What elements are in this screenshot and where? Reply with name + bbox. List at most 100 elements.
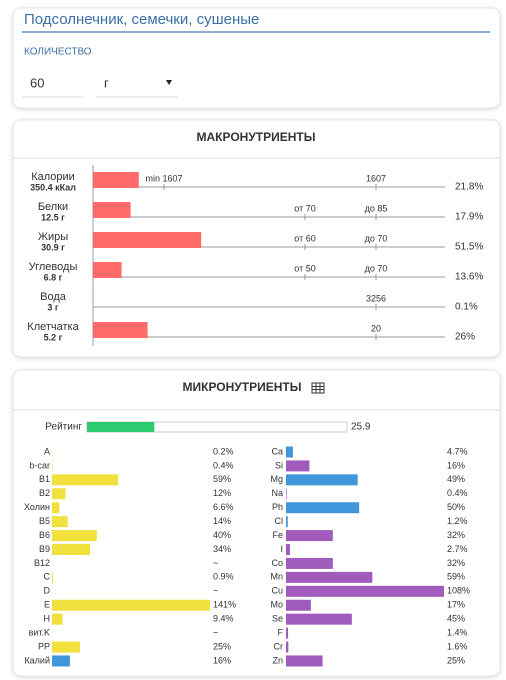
micro-name: Холин [24, 502, 50, 512]
micro-bar [286, 530, 333, 542]
quantity-input[interactable]: 60 [30, 75, 44, 90]
select-arrow [166, 80, 172, 85]
micro-bar [286, 474, 358, 486]
low-marker: от 50 [294, 263, 315, 273]
search-card [12, 7, 501, 109]
macro-bar [93, 202, 131, 218]
micro-name: Mo [270, 600, 283, 610]
macro-bar [93, 232, 202, 248]
micro-bar [286, 599, 311, 611]
high-marker: до 70 [365, 263, 388, 273]
micro-bar [286, 641, 289, 653]
macros-card [12, 119, 501, 358]
micro-bar [286, 655, 323, 667]
high-marker: до 70 [365, 233, 388, 243]
micro-percent: 0.4% [447, 488, 468, 498]
micro-percent: 25% [213, 641, 231, 651]
micro-name: B5 [39, 516, 50, 526]
micro-bar [286, 502, 360, 514]
micro-name: A [44, 446, 50, 456]
quantity-label: КОЛИЧЕСТВО [24, 47, 92, 58]
rating-bar [87, 422, 155, 432]
micro-bar [52, 571, 54, 583]
macro-bar [93, 322, 148, 338]
macro-name: Клетчатка [27, 321, 79, 333]
micro-percent: 1.6% [447, 641, 468, 651]
macro-amount: 30.9 г [41, 242, 65, 252]
micro-percent: 108% [447, 586, 470, 596]
micro-bar [286, 627, 289, 639]
low-marker: от 70 [294, 203, 315, 213]
micro-percent: 4.7% [447, 446, 468, 456]
search-input[interactable]: Подсолнечник, семечки, сушеные [24, 11, 259, 28]
micro-percent: 2.7% [447, 544, 468, 554]
micro-name: PP [38, 641, 50, 651]
macro-percent: 26% [455, 332, 475, 343]
macro-bar [93, 262, 122, 278]
micro-percent: 1.2% [447, 516, 468, 526]
micro-name: b-car [29, 460, 50, 470]
table-icon[interactable] [311, 382, 325, 394]
micro-bar [52, 641, 81, 653]
high-marker: 20 [371, 323, 381, 333]
micro-bar [52, 599, 210, 611]
micro-percent: 32% [447, 558, 465, 568]
macro-bar [93, 172, 139, 188]
micro-name: Mg [270, 474, 283, 484]
micro-percent: 59% [213, 474, 231, 484]
micro-percent: ~ [213, 627, 218, 637]
micro-name: Ph [272, 502, 283, 512]
micro-percent: 59% [447, 572, 465, 582]
micro-name: I [280, 544, 283, 554]
micro-bar [52, 516, 68, 528]
high-marker: 1607 [366, 173, 386, 183]
macro-amount: 12.5 г [41, 212, 65, 222]
macro-amount: 350.4 кКал [30, 182, 76, 192]
high-marker: до 85 [365, 203, 388, 213]
micro-bar [286, 613, 352, 625]
micro-percent: 14% [213, 516, 231, 526]
macro-percent: 0.1% [455, 302, 478, 313]
micro-percent: 1.4% [447, 627, 468, 637]
micro-name: B1 [39, 474, 50, 484]
micro-percent: 6.6% [213, 502, 234, 512]
macro-amount: 3 г [47, 302, 59, 312]
micro-bar [286, 516, 288, 528]
micros-title: МИКРОНУТРИЕНТЫ [183, 380, 302, 394]
micro-bar [52, 502, 60, 514]
micro-name: Cu [271, 586, 283, 596]
macro-name: Углеводы [29, 261, 78, 273]
micro-name: E [44, 600, 50, 610]
micro-bar [286, 460, 310, 472]
micro-bar [52, 613, 63, 625]
micro-name: Cr [274, 641, 284, 651]
micro-name: Cl [275, 516, 284, 526]
low-marker: min 1607 [145, 173, 182, 183]
micro-percent: 45% [447, 614, 465, 624]
micro-name: C [44, 572, 51, 582]
macro-amount: 5.2 г [44, 332, 63, 342]
micro-name: Na [271, 488, 283, 498]
macro-percent: 21.8% [455, 182, 483, 193]
micro-bar [52, 488, 66, 500]
macro-percent: 13.6% [455, 272, 483, 283]
micro-percent: 40% [213, 530, 231, 540]
micro-name: Se [272, 614, 283, 624]
micro-name: B6 [39, 530, 50, 540]
micro-percent: 25% [447, 655, 465, 665]
unit-select[interactable]: г [104, 75, 109, 90]
micro-percent: ~ [213, 558, 218, 568]
micro-bar [286, 557, 333, 569]
micro-percent: 0.2% [213, 446, 234, 456]
micro-name: H [44, 614, 51, 624]
macro-amount: 6.8 г [44, 272, 63, 282]
micro-name: Fe [272, 530, 283, 540]
micro-percent: 16% [447, 460, 465, 470]
micro-name: вит.K [29, 627, 50, 637]
micro-percent: 12% [213, 488, 231, 498]
macro-percent: 17.9% [455, 212, 483, 223]
micro-percent: 49% [447, 474, 465, 484]
micro-percent: 50% [447, 502, 465, 512]
